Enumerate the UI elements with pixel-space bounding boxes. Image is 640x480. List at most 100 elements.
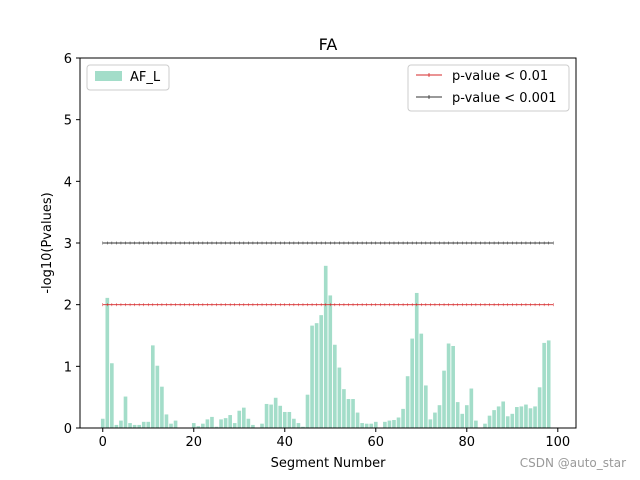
bar-segment-8 — [137, 424, 141, 428]
bar-segment-73 — [433, 412, 437, 428]
bar-segment-4 — [119, 420, 123, 428]
bar-segment-65 — [396, 417, 401, 428]
bar-segment-25 — [214, 426, 219, 428]
y-tick-label-4: 4 — [64, 175, 72, 190]
bar-segment-92 — [519, 406, 524, 428]
x-tick-label-20: 20 — [185, 435, 202, 450]
bar-segment-7 — [132, 424, 137, 428]
bar-segment-55 — [351, 399, 355, 428]
y-axis-label: -log10(Pvalues) — [40, 192, 55, 293]
bar-segment-49 — [323, 265, 328, 428]
bar-segment-15 — [169, 423, 173, 428]
bar-segment-63 — [387, 420, 392, 428]
x-tick-label-40: 40 — [276, 435, 293, 450]
bar-segment-58 — [364, 423, 369, 428]
bar-segment-29 — [232, 423, 237, 428]
bar-segment-26 — [219, 419, 223, 428]
bar-segment-74 — [437, 405, 442, 428]
bar-segment-48 — [319, 315, 323, 428]
x-axis-label: Segment Number — [271, 456, 387, 471]
legend-right: p-value < 0.01 p-value < 0.001 — [407, 64, 570, 112]
bar-segment-79 — [460, 413, 465, 428]
bar-segment-41 — [287, 411, 292, 428]
bar-segment-70 — [419, 333, 424, 428]
y-tick-label-0: 0 — [64, 422, 72, 437]
bar-segment-56 — [355, 412, 360, 428]
bar-segment-39 — [278, 405, 283, 428]
bar-segment-44 — [301, 426, 305, 428]
bar-segment-35 — [260, 423, 264, 428]
bar-segment-11 — [150, 345, 155, 428]
bar-segment-66 — [401, 408, 405, 428]
legend-swatch-af-l — [95, 71, 122, 81]
bar-segment-87 — [496, 406, 501, 428]
y-tick-label-6: 6 — [64, 52, 72, 67]
bar-segment-95 — [533, 406, 537, 428]
bar-segment-43 — [296, 423, 301, 428]
bar-segment-96 — [537, 387, 542, 428]
x-axis-ticks: 0 20 40 60 80 100 — [99, 428, 570, 450]
threshold-markers-0 — [102, 303, 554, 307]
bar-segment-67 — [405, 376, 410, 428]
y-tick-label-5: 5 — [64, 114, 72, 129]
bar-segment-13 — [160, 386, 164, 428]
bar-segment-60 — [373, 421, 378, 428]
bar-segment-78 — [455, 402, 460, 428]
bar-segment-53 — [342, 389, 346, 428]
bar-segment-1 — [105, 297, 110, 428]
bar-segment-3 — [114, 424, 119, 428]
bar-segment-6 — [128, 423, 132, 428]
bar-segment-90 — [510, 413, 515, 428]
bar-segment-97 — [542, 342, 546, 428]
bar-segment-76 — [446, 343, 451, 428]
bar-segment-84 — [483, 423, 487, 428]
bar-segment-22 — [201, 423, 205, 428]
bar-segment-20 — [191, 423, 196, 428]
bar-segment-42 — [292, 418, 296, 428]
bar-segment-68 — [410, 338, 414, 428]
threshold-lines — [102, 241, 554, 307]
bar-segment-85 — [487, 415, 492, 428]
legend-left: AF_L — [86, 64, 170, 91]
y-tick-label-2: 2 — [64, 299, 72, 314]
bar-segment-37 — [269, 404, 273, 428]
bar-segment-38 — [273, 397, 278, 428]
x-tick-label-80: 80 — [459, 435, 476, 450]
bar-segment-57 — [360, 423, 364, 428]
bar-segment-54 — [346, 399, 351, 428]
bar-segment-36 — [264, 403, 269, 428]
legend-label-af-l: AF_L — [130, 70, 161, 85]
legend-label-p001: p-value < 0.01 — [452, 69, 548, 84]
bar-segment-52 — [337, 367, 342, 428]
bar-segment-0 — [100, 418, 105, 428]
bars-group — [100, 265, 551, 428]
bar-segment-62 — [383, 421, 387, 428]
bar-segment-93 — [524, 404, 528, 428]
bar-segment-91 — [515, 407, 519, 428]
bar-segment-30 — [237, 410, 242, 428]
threshold-markers-1 — [102, 241, 554, 245]
y-tick-label-3: 3 — [64, 237, 72, 252]
bar-segment-12 — [155, 365, 160, 428]
bar-segment-45 — [305, 394, 310, 428]
bar-segment-14 — [164, 414, 169, 428]
x-tick-label-100: 100 — [545, 435, 570, 450]
bar-segment-21 — [196, 426, 201, 428]
bar-segment-28 — [228, 415, 232, 428]
bar-segment-33 — [251, 424, 255, 428]
bar-segment-89 — [505, 416, 510, 428]
bar-segment-88 — [501, 401, 506, 428]
bar-segment-98 — [546, 340, 551, 428]
bar-segment-23 — [205, 419, 210, 428]
bar-segment-80 — [464, 405, 469, 428]
bar-segment-94 — [528, 408, 533, 428]
bar-segment-82 — [474, 420, 478, 428]
bar-segment-31 — [242, 407, 246, 428]
bar-segment-27 — [223, 418, 228, 428]
bar-segment-46 — [310, 325, 314, 428]
legend-label-p0001: p-value < 0.001 — [452, 91, 556, 106]
bar-segment-24 — [210, 416, 214, 428]
bar-segment-75 — [442, 370, 446, 428]
x-tick-label-0: 0 — [99, 435, 107, 450]
